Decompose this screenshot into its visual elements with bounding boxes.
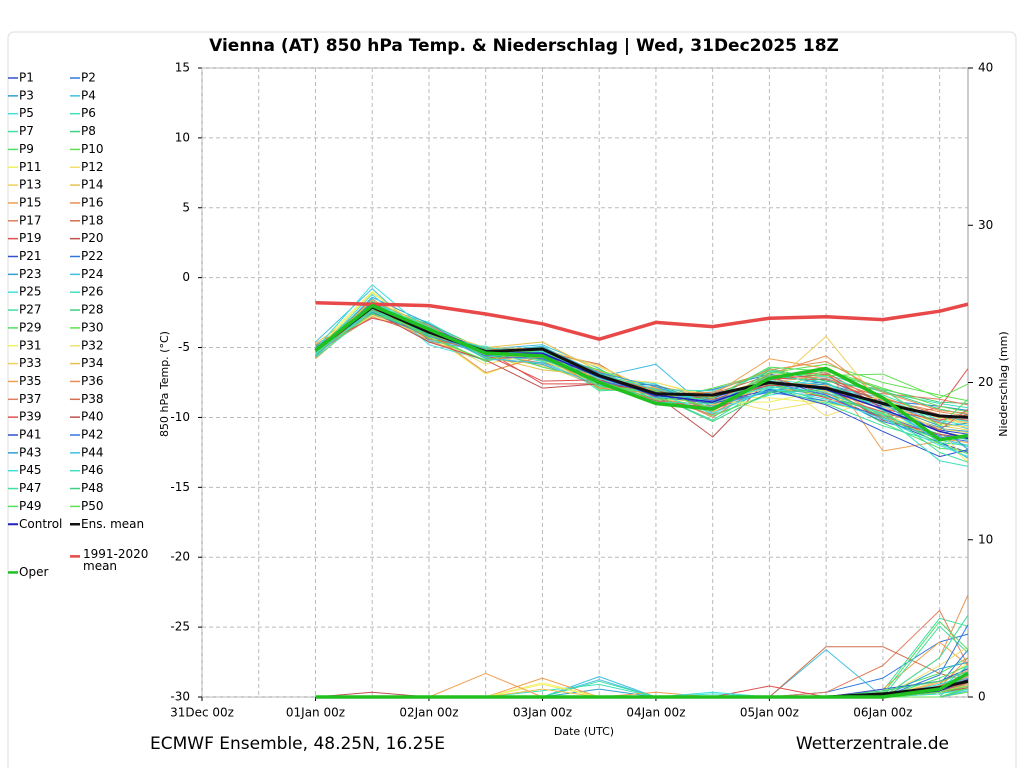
y-axis-label: 850 hPa Temp. (°C)	[158, 331, 171, 437]
legend-label: P26	[81, 285, 104, 299]
legend-label: P37	[19, 392, 42, 406]
x-tick-label: 06Jan 00z	[853, 706, 912, 720]
legend-label: P21	[19, 249, 42, 263]
y-tick-label: -15	[170, 480, 190, 494]
precip-line	[315, 671, 969, 699]
legend-label: 1991-2020 mean	[83, 548, 149, 574]
legend-label: P7	[19, 124, 34, 138]
x-tick-label: 04Jan 00z	[626, 706, 685, 720]
legend-label: P30	[81, 320, 104, 334]
legend-label: P32	[81, 338, 104, 352]
legend-label: P24	[81, 267, 104, 281]
legend-label: P11	[19, 160, 42, 174]
legend-label: Ens. mean	[81, 517, 144, 531]
legend-label: P49	[19, 499, 42, 513]
y-tick-label: -10	[170, 410, 190, 424]
x-axis-label: Date (UTC)	[554, 725, 614, 738]
y-tick-label: -5	[178, 340, 190, 354]
legend-label: Oper	[19, 565, 48, 579]
card	[7, 31, 1017, 768]
temp-line	[314, 305, 969, 419]
chart-title: Vienna (AT) 850 hPa Temp. & Niederschlag…	[209, 36, 839, 56]
y-tick-label: -25	[170, 620, 190, 634]
x-tick-label: 31Dec 00z	[170, 706, 234, 720]
legend-label: P40	[81, 410, 104, 424]
legend-label: P4	[81, 88, 96, 102]
legend-label: P42	[81, 428, 104, 442]
x-tick-label: 02Jan 00z	[399, 706, 458, 720]
source-left: ECMWF Ensemble, 48.25N, 16.25E	[150, 734, 445, 754]
legend-label: P12	[81, 160, 104, 174]
legend-label: P14	[81, 178, 104, 192]
y2-axis-label: Niederschlag (mm)	[997, 331, 1010, 436]
y2-tick-label: 30	[978, 218, 993, 232]
legend-label: P46	[81, 463, 104, 477]
legend-label: P48	[81, 481, 104, 495]
legend-label: P35	[19, 374, 42, 388]
legend-label: P43	[19, 445, 42, 459]
legend-label: P8	[81, 124, 96, 138]
temp-line	[314, 303, 969, 442]
temp-line	[315, 305, 969, 410]
legend-label: P44	[81, 445, 104, 459]
source-right: Wetterzentrale.de	[796, 734, 949, 754]
y2-tick-label: 20	[978, 375, 993, 389]
legend-label: P27	[19, 303, 42, 317]
legend-wrap: 1991-2020 mean	[83, 548, 149, 574]
legend-label: P45	[19, 463, 42, 477]
legend-label: P31	[19, 338, 42, 352]
legend-label: P17	[19, 213, 42, 227]
legend-label: P36	[81, 374, 104, 388]
y2-tick-label: 10	[978, 532, 993, 546]
legend-label: P34	[81, 356, 104, 370]
legend-label: P29	[19, 320, 42, 334]
y2-tick-label: 40	[978, 61, 993, 75]
legend-label: P1	[19, 71, 34, 85]
y-tick-label: 0	[182, 270, 190, 284]
x-tick-label: 05Jan 00z	[740, 706, 799, 720]
y-tick-label: -20	[170, 550, 190, 564]
legend-label: P50	[81, 499, 104, 513]
x-tick-label: 01Jan 00z	[286, 706, 345, 720]
y-tick-label: 15	[175, 61, 190, 75]
legend-label: P18	[81, 213, 104, 227]
temp-line	[315, 301, 969, 341]
legend-label: P6	[81, 106, 96, 120]
legend-label: P41	[19, 428, 42, 442]
legend-label: P47	[19, 481, 42, 495]
legend-label: P15	[19, 195, 42, 209]
legend-label: P28	[81, 303, 104, 317]
y2-tick-label: 0	[978, 690, 986, 704]
legend-label: P22	[81, 249, 104, 263]
legend-label: P13	[19, 178, 42, 192]
y-tick-label: 5	[182, 200, 190, 214]
legend-label: P38	[81, 392, 104, 406]
y-tick-label: -30	[170, 690, 190, 704]
legend-label: P23	[19, 267, 42, 281]
legend-label: P19	[19, 231, 42, 245]
legend-label: P39	[19, 410, 42, 424]
legend-label: Control	[19, 517, 62, 531]
legend-label: P16	[81, 195, 104, 209]
y-tick-label: 10	[175, 130, 190, 144]
legend-label: P9	[19, 142, 34, 156]
legend-label: P33	[19, 356, 42, 370]
legend-label: P20	[81, 231, 104, 245]
legend-label: P3	[19, 88, 34, 102]
legend-label: P10	[81, 142, 104, 156]
legend-label: P5	[19, 106, 34, 120]
x-tick-label: 03Jan 00z	[513, 706, 572, 720]
legend-label: P25	[19, 285, 42, 299]
legend-label: P2	[81, 71, 96, 85]
